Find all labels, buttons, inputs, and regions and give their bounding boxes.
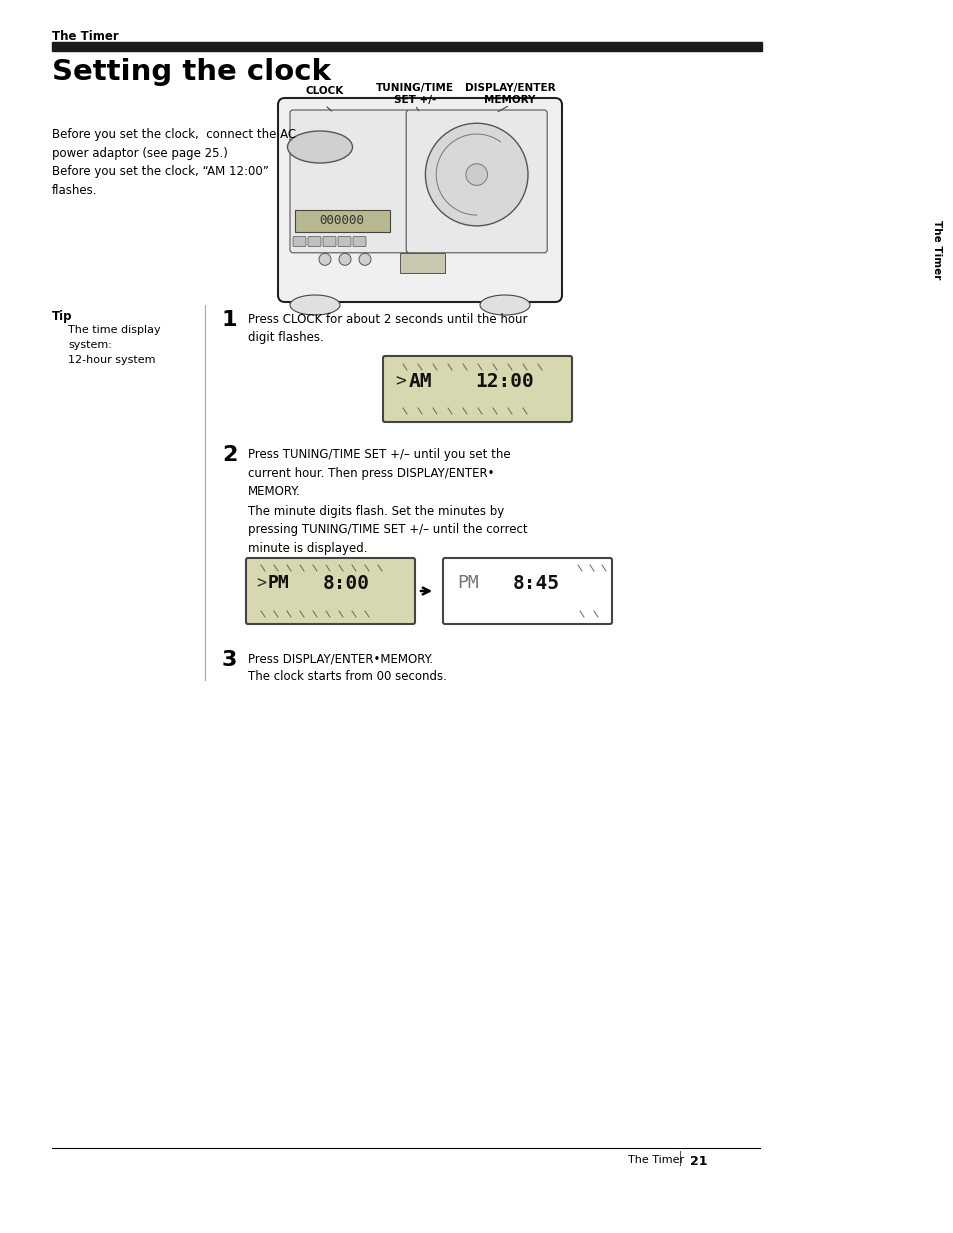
FancyBboxPatch shape xyxy=(246,559,415,624)
Text: 000000: 000000 xyxy=(319,213,364,227)
Bar xyxy=(399,253,444,274)
FancyBboxPatch shape xyxy=(323,237,335,247)
Circle shape xyxy=(425,123,527,226)
Text: 12:00: 12:00 xyxy=(475,372,533,391)
Text: DISPLAY/ENTER: DISPLAY/ENTER xyxy=(464,83,555,92)
Text: Setting the clock: Setting the clock xyxy=(52,58,331,86)
FancyBboxPatch shape xyxy=(353,237,366,247)
Text: PM: PM xyxy=(268,575,290,592)
Text: The clock starts from 00 seconds.: The clock starts from 00 seconds. xyxy=(248,670,446,683)
FancyBboxPatch shape xyxy=(290,110,409,253)
FancyBboxPatch shape xyxy=(406,110,547,253)
Circle shape xyxy=(338,253,351,265)
Text: 8:00: 8:00 xyxy=(323,575,370,593)
Ellipse shape xyxy=(290,295,339,314)
Text: Press CLOCK for about 2 seconds until the hour
digit flashes.: Press CLOCK for about 2 seconds until th… xyxy=(248,313,527,344)
Text: Tip: Tip xyxy=(52,309,72,323)
Text: 21: 21 xyxy=(689,1155,707,1168)
FancyBboxPatch shape xyxy=(337,237,351,247)
Text: 2: 2 xyxy=(222,445,237,465)
Bar xyxy=(52,42,761,51)
Text: The Timer: The Timer xyxy=(627,1155,683,1165)
Text: 8:45: 8:45 xyxy=(513,575,559,593)
Text: >: > xyxy=(255,575,266,592)
Text: SET +/-: SET +/- xyxy=(394,95,436,105)
FancyBboxPatch shape xyxy=(382,356,572,422)
Ellipse shape xyxy=(479,295,530,314)
FancyBboxPatch shape xyxy=(308,237,320,247)
Circle shape xyxy=(465,164,487,185)
Text: 1: 1 xyxy=(222,309,237,330)
Text: Press TUNING/TIME SET +/– until you set the
current hour. Then press DISPLAY/ENT: Press TUNING/TIME SET +/– until you set … xyxy=(248,448,510,498)
Text: CLOCK: CLOCK xyxy=(306,86,344,96)
Text: Before you set the clock,  connect the AC
power adaptor (see page 25.)
Before yo: Before you set the clock, connect the AC… xyxy=(52,128,295,196)
Text: Press DISPLAY/ENTER•MEMORY.: Press DISPLAY/ENTER•MEMORY. xyxy=(248,653,433,666)
Text: >: > xyxy=(395,372,405,390)
Text: TUNING/TIME: TUNING/TIME xyxy=(375,83,454,92)
Bar xyxy=(294,210,390,232)
Circle shape xyxy=(318,253,331,265)
FancyBboxPatch shape xyxy=(293,237,306,247)
Text: The time display
system:
12-hour system: The time display system: 12-hour system xyxy=(68,326,160,365)
Text: 3: 3 xyxy=(222,650,237,670)
Text: The Timer: The Timer xyxy=(52,30,118,43)
Text: The minute digits flash. Set the minutes by
pressing TUNING/TIME SET +/– until t: The minute digits flash. Set the minutes… xyxy=(248,506,527,555)
Circle shape xyxy=(358,253,371,265)
FancyBboxPatch shape xyxy=(442,559,612,624)
FancyBboxPatch shape xyxy=(277,97,561,302)
Ellipse shape xyxy=(287,131,352,163)
Text: MEMORY: MEMORY xyxy=(484,95,536,105)
Text: The Timer: The Timer xyxy=(931,221,941,280)
Text: PM: PM xyxy=(456,575,478,592)
Text: AM: AM xyxy=(409,372,432,391)
